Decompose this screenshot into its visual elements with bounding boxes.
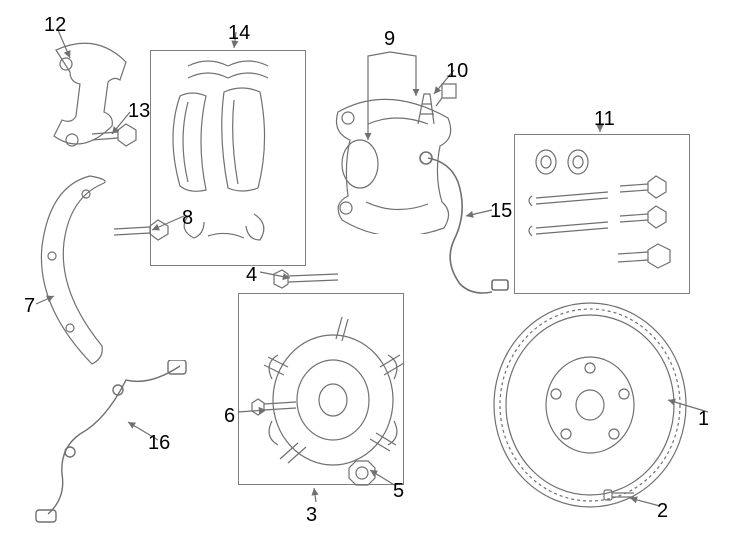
part-brake-hose xyxy=(410,150,520,300)
callout-2: 2 xyxy=(657,500,668,523)
callout-3: 3 xyxy=(306,504,317,527)
part-bleeder xyxy=(412,80,462,140)
part-bolt-13 xyxy=(88,120,138,148)
callout-10: 10 xyxy=(446,60,468,83)
part-splash-shield xyxy=(30,170,140,370)
callout-6: 6 xyxy=(224,405,235,428)
callout-8: 8 xyxy=(182,207,193,230)
callout-4: 4 xyxy=(246,264,257,287)
callout-15: 15 xyxy=(490,200,512,223)
callout-16: 16 xyxy=(148,432,170,455)
part-bolt-6 xyxy=(250,395,300,419)
part-hub xyxy=(258,305,408,480)
part-rotor xyxy=(490,298,690,513)
diagram-canvas: 1 2 3 4 5 6 7 8 9 10 11 12 13 14 15 16 xyxy=(0,0,734,540)
callout-13: 13 xyxy=(128,100,150,123)
part-abs-sensor xyxy=(30,360,210,530)
callout-5: 5 xyxy=(393,480,404,503)
callout-9: 9 xyxy=(384,28,395,51)
part-bolt-2 xyxy=(600,480,640,510)
part-brake-pads xyxy=(158,56,298,260)
callout-7: 7 xyxy=(24,295,35,318)
callout-11: 11 xyxy=(594,108,615,131)
callout-12: 12 xyxy=(44,14,66,37)
part-nut-5 xyxy=(344,458,378,488)
callout-14: 14 xyxy=(228,22,250,45)
callout-1: 1 xyxy=(698,408,709,431)
part-hardware-kit xyxy=(522,142,682,288)
part-bolt-4 xyxy=(272,268,342,290)
